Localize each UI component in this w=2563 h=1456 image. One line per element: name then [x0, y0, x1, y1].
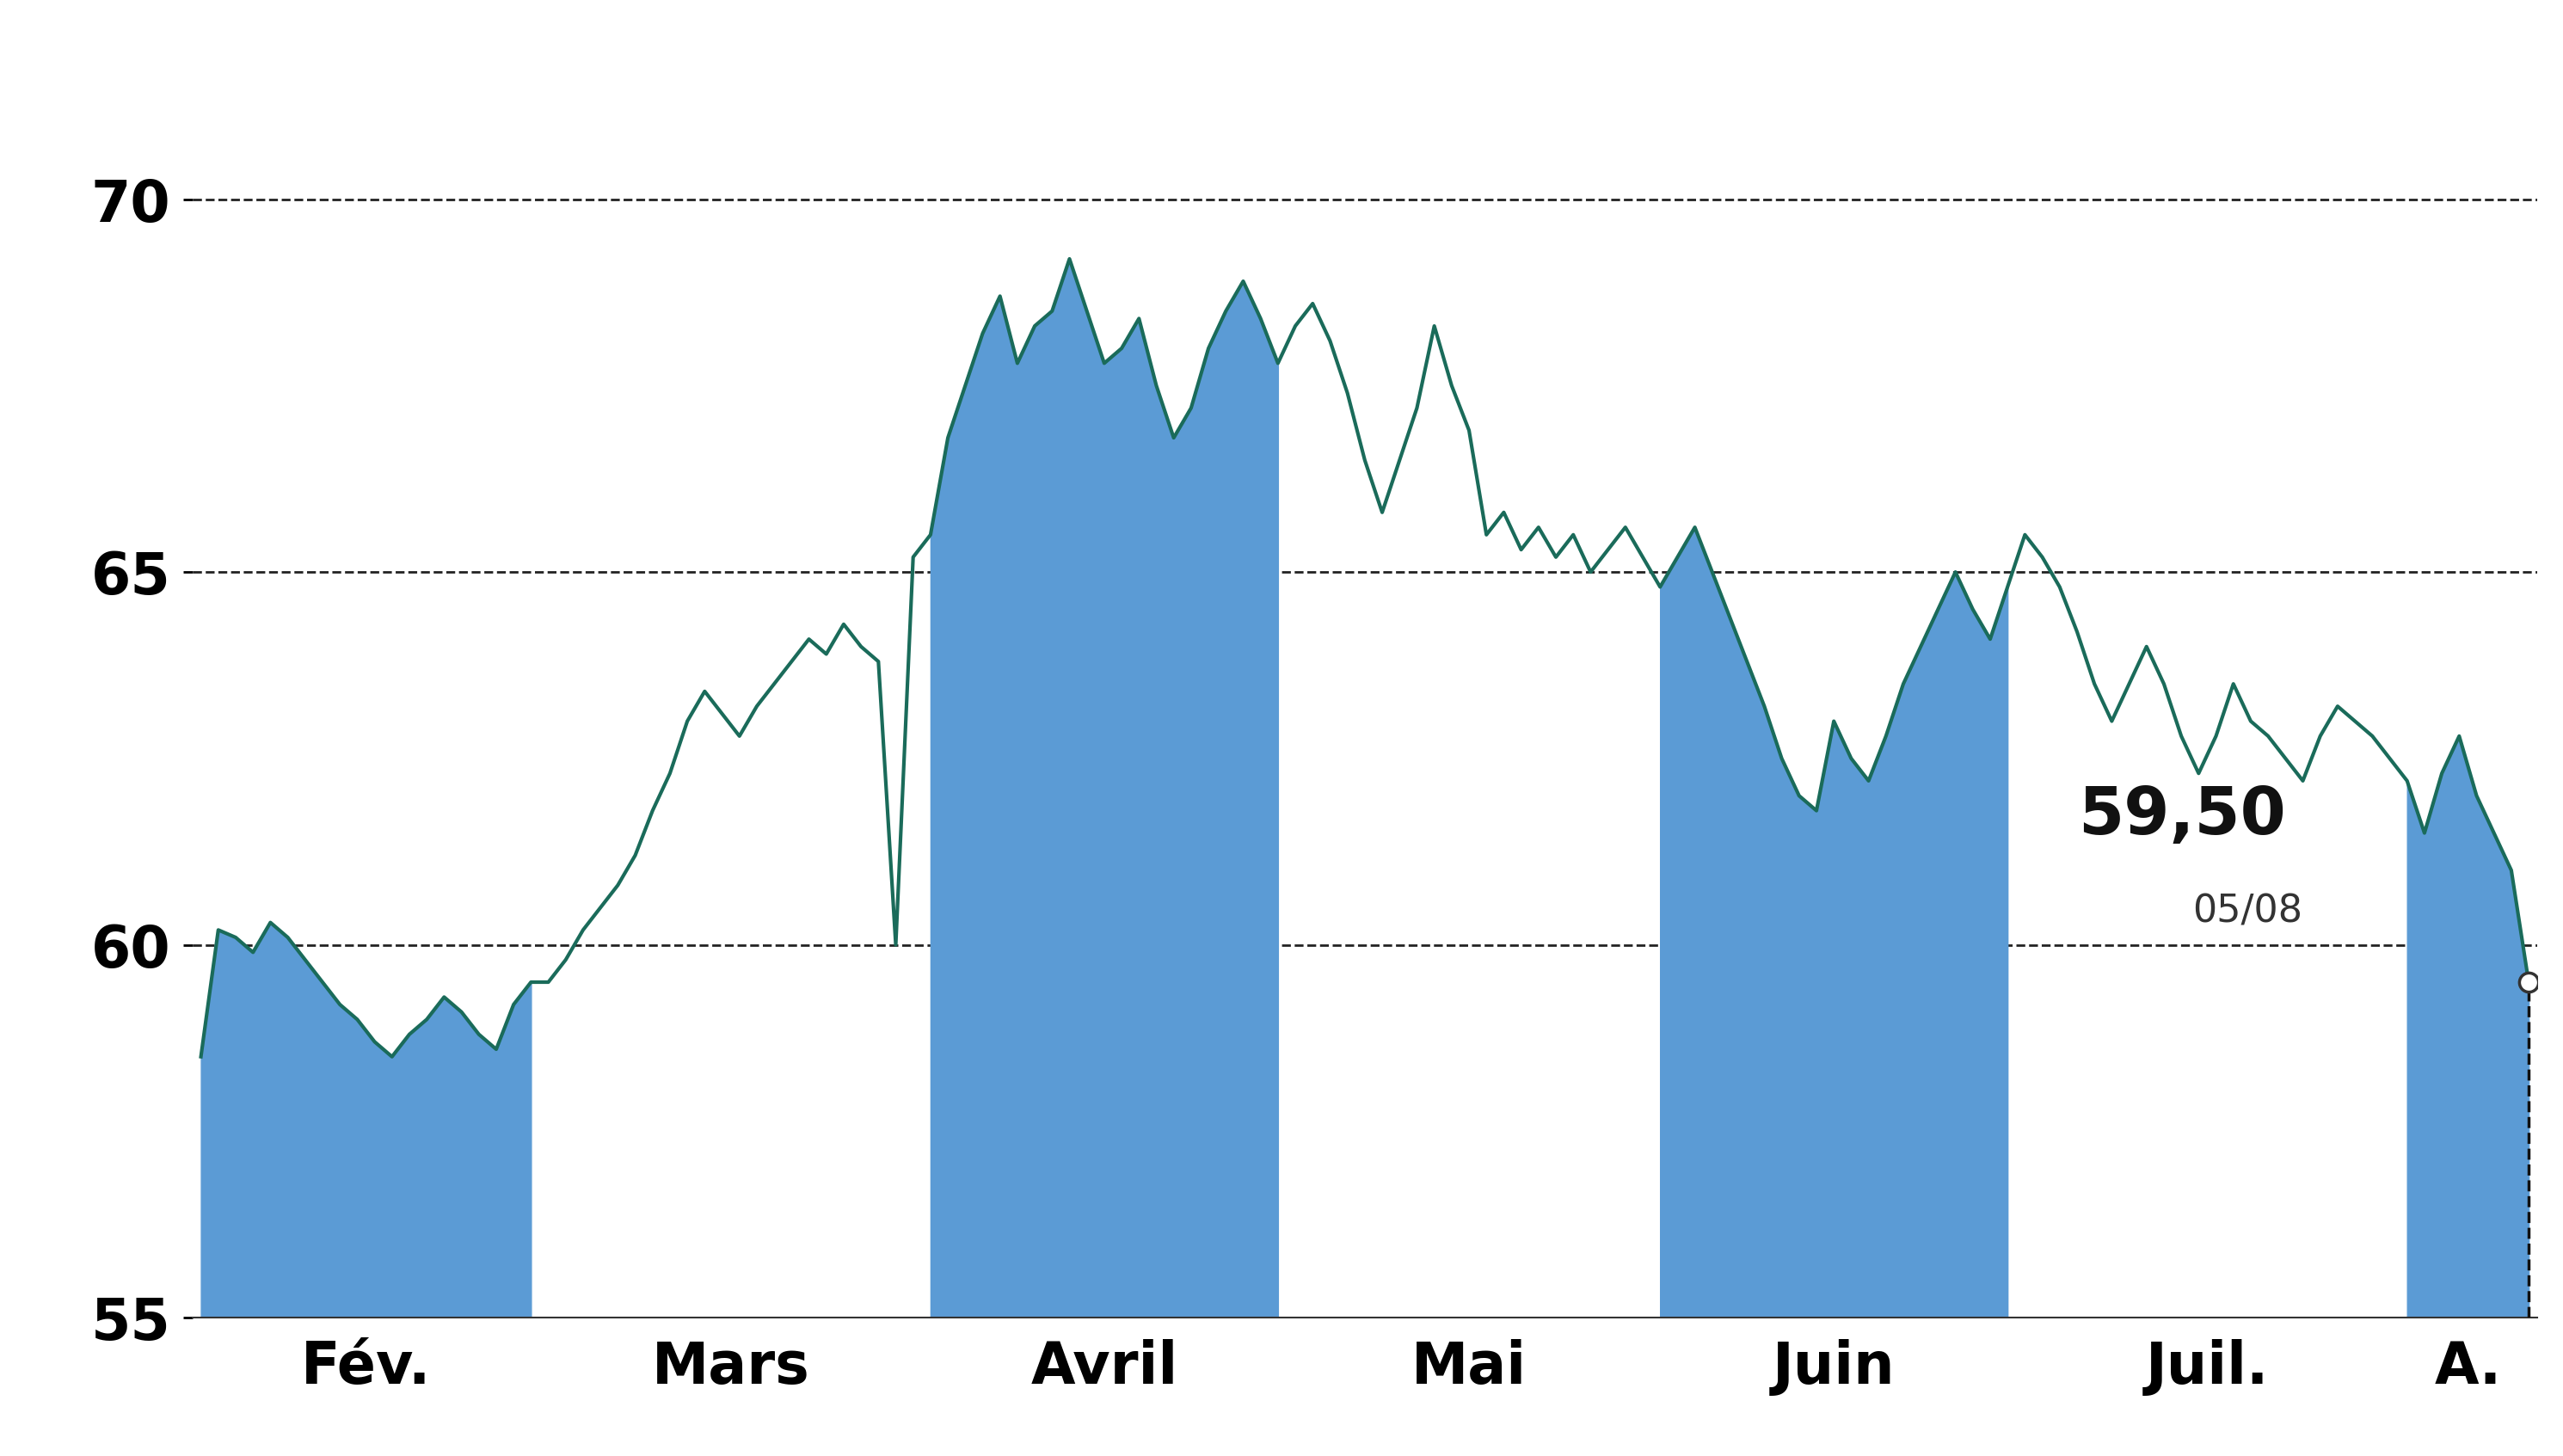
Text: 05/08: 05/08 [2194, 893, 2302, 930]
Text: 59,50: 59,50 [2079, 785, 2286, 847]
Text: TOTALENERGIES: TOTALENERGIES [656, 10, 1907, 143]
